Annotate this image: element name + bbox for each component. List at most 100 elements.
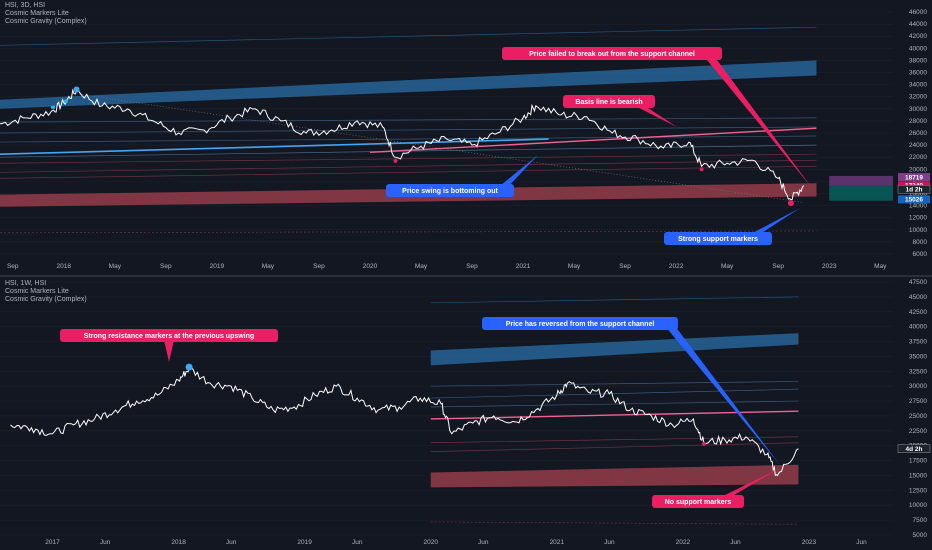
price-axis-label: 25000 — [909, 413, 927, 420]
callout-box — [386, 184, 514, 197]
top-pane-indicator-2[interactable]: Cosmic Gravity (Complex) — [5, 18, 87, 25]
support-channel — [430, 464, 799, 488]
time-axis-label: 2018 — [57, 263, 72, 270]
time-axis-label: Sep — [619, 263, 631, 270]
price-axis-label: 37500 — [909, 339, 927, 346]
price-axis-label: 32000 — [909, 94, 927, 101]
price-tag-bg — [897, 185, 931, 194]
level-line — [0, 159, 817, 173]
bottom-pane-indicator-2[interactable]: Cosmic Gravity (Complex) — [5, 296, 87, 303]
time-axis-label: Jun — [604, 539, 615, 546]
price-axis-label: 8000 — [913, 239, 928, 246]
support-marker — [787, 200, 794, 207]
top-pane-indicator-1[interactable]: Cosmic Markers Lite — [5, 10, 69, 17]
time-axis-label: May — [874, 263, 887, 270]
price-axis-label: 45000 — [909, 294, 927, 301]
price-axis-label: 14000 — [909, 203, 927, 210]
callout-pointer — [747, 208, 800, 236]
bottom-pane-time-axis[interactable]: 2017 Jun 2018 Jun 2019 Jun 2020 Jun 2021 Jun 2022 J… — [45, 539, 867, 546]
price-axis-label: 27500 — [909, 398, 927, 405]
resistance-marker — [185, 363, 193, 371]
time-axis-label: May — [262, 263, 275, 270]
level-line — [0, 26, 817, 46]
callout-pointer — [707, 60, 812, 188]
time-axis-label: Jun — [730, 539, 741, 546]
price-axis-label: 15000 — [909, 472, 927, 479]
time-axis-label: Jun — [100, 539, 111, 546]
price-axis-label: 7500 — [913, 517, 928, 524]
time-axis-label: 2020 — [363, 263, 378, 270]
callout-pointer — [635, 106, 677, 127]
basis-line — [369, 127, 817, 154]
support-marker — [701, 441, 706, 446]
time-axis-label: 2021 — [550, 539, 565, 546]
bottom-pane-markers — [185, 363, 706, 446]
bottom-pane-bands — [430, 333, 799, 488]
callout-text: Strong support markers — [678, 236, 758, 243]
level-line — [430, 521, 799, 525]
price-tag-bg — [897, 444, 931, 453]
price-axis-label: 38000 — [909, 57, 927, 64]
time-axis-label: Jun — [478, 539, 489, 546]
price-axis-label: 6000 — [913, 251, 928, 258]
callout-text: Strong resistance markers at the previou… — [84, 333, 254, 340]
callout-box — [502, 47, 722, 60]
level-line — [0, 135, 817, 143]
callout-pointer — [164, 340, 174, 362]
projection-box — [829, 185, 893, 201]
top-pane-time-axis[interactable]: Sep 2018 May Sep 2019 May Sep 2020 May Sep 2021 May… — [7, 263, 887, 270]
resistance-marker — [73, 86, 80, 93]
time-axis-label: Sep — [772, 263, 784, 270]
time-axis-label: 2017 — [45, 539, 60, 546]
time-axis-label: May — [568, 263, 581, 270]
time-axis-label: 2022 — [669, 263, 684, 270]
bottom-pane-indicator-1[interactable]: Cosmic Markers Lite — [5, 288, 69, 295]
level-line — [0, 230, 817, 234]
level-line — [0, 153, 817, 164]
price-axis-label: 24000 — [909, 142, 927, 149]
callout-text: No support markers — [665, 499, 732, 506]
price-axis-label: 28000 — [909, 118, 927, 125]
top-pane-price-axis[interactable]: 46000 44000 42000 40000 38000 36000 34000 32000… — [909, 9, 927, 258]
support-marker — [699, 167, 704, 172]
top-pane-symbol[interactable]: HSI, 3D, HSI — [5, 2, 46, 9]
callout-box — [482, 317, 678, 330]
price-axis-label: 12000 — [909, 215, 927, 222]
time-axis-label: Jun — [856, 539, 867, 546]
price-axis-label: 46000 — [909, 9, 927, 16]
level-line — [430, 388, 799, 399]
price-axis-label: 40000 — [909, 324, 927, 331]
price-axis-label: 30000 — [909, 383, 927, 390]
bottom-pane-symbol[interactable]: HSI, 1W, HSI — [5, 280, 47, 287]
time-axis-label: 2023 — [802, 539, 817, 546]
time-axis-label: Sep — [466, 263, 478, 270]
bottom-pane-price-axis[interactable]: 47500 45000 42500 40000 37500 35000 32500 30000… — [909, 279, 927, 539]
level-line — [0, 117, 817, 123]
time-axis-label: 2019 — [297, 539, 312, 546]
price-axis-label: 12500 — [909, 487, 927, 494]
bottom-pane-legend[interactable]: HSI, 1W, HSI Cosmic Markers Lite Cosmic … — [5, 280, 87, 304]
projection-box — [829, 175, 893, 186]
callout-box — [60, 329, 278, 342]
time-axis-label: Sep — [313, 263, 325, 270]
bottom-pane-price-line — [10, 366, 799, 477]
price-tag-bg — [898, 173, 930, 182]
top-pane-indicator-lines — [0, 26, 817, 234]
price-axis-label: 34000 — [909, 82, 927, 89]
resistance-marker — [51, 105, 56, 109]
top-pane-legend[interactable]: HSI, 3D, HSI Cosmic Markers Lite Cosmic … — [5, 2, 87, 26]
price-axis-label: 35000 — [909, 353, 927, 360]
time-axis-label: 2021 — [516, 263, 531, 270]
time-axis-label: Sep — [7, 263, 19, 270]
time-axis-label: 2019 — [210, 263, 225, 270]
price-axis-label: 5000 — [913, 532, 928, 539]
time-axis-label: Jun — [352, 539, 363, 546]
price-axis-label: 16000 — [909, 190, 927, 197]
price-tag: 18719 — [905, 174, 923, 181]
price-axis-label: 22000 — [909, 154, 927, 161]
price-axis-label: 30000 — [909, 106, 927, 113]
price-tag: 15026 — [905, 197, 923, 204]
price-axis-label: 42000 — [909, 33, 927, 40]
resistance-channel — [0, 60, 817, 109]
